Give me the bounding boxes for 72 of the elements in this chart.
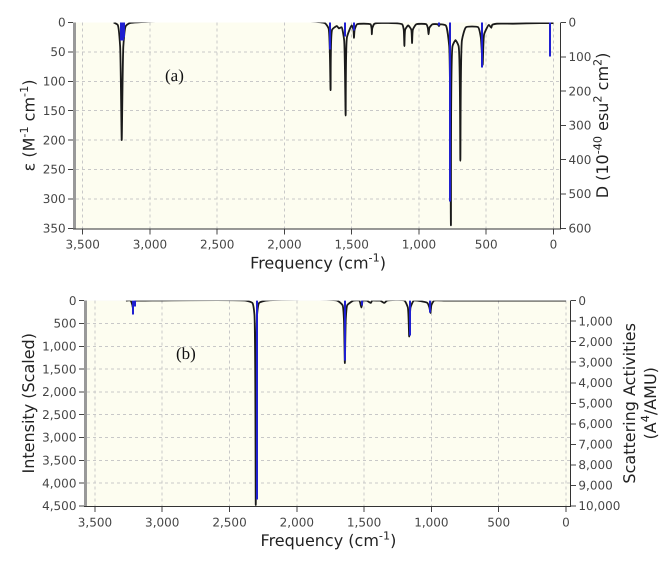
y2-tick-label: 10,000 <box>578 499 620 514</box>
x-tick-label: 1,000 <box>414 515 449 530</box>
bar <box>549 22 551 57</box>
y-tick-label: 0 <box>58 16 66 30</box>
bar <box>428 300 431 313</box>
bar <box>344 22 346 37</box>
x-tick-label: 2,000 <box>280 515 314 530</box>
bar <box>344 300 346 361</box>
x-tick-label: 500 <box>474 238 498 252</box>
y2-tick-label: 3,000 <box>578 355 613 370</box>
y2-tick-label: 8,000 <box>578 458 613 472</box>
y2-tick-label: 9,000 <box>578 478 613 493</box>
y-tick-label: 4,000 <box>42 476 76 490</box>
x-tick-label: 0 <box>562 515 570 530</box>
bar <box>256 300 258 500</box>
y2-tick-label: 4,000 <box>578 376 613 390</box>
bar <box>481 22 483 68</box>
y-tick-label: 150 <box>42 104 66 118</box>
y-tick-label: 2,500 <box>42 408 76 422</box>
y2-tick-label: 6,000 <box>578 417 613 432</box>
x-tick-label: 1,500 <box>334 238 369 252</box>
x-axis-title: Frequency (cm$^{-1}$) <box>250 252 386 272</box>
x-tick-label: 2,000 <box>267 238 302 252</box>
bar <box>408 300 411 336</box>
y-tick-label: 350 <box>42 222 66 236</box>
x-tick-label: 1,000 <box>402 238 436 252</box>
y2-tick-label: 1,000 <box>578 314 613 328</box>
x-tick-label: 500 <box>487 515 510 530</box>
bar <box>360 300 363 306</box>
line-series <box>125 300 567 506</box>
y-tick-label: 4,500 <box>42 499 76 514</box>
y-tick-label: 300 <box>42 192 66 206</box>
x-axis-title: Frequency (cm$^{-1}$) <box>260 529 396 550</box>
y2-tick-label: 100 <box>568 50 592 64</box>
y-axis-title: Intensity (Scaled) <box>19 333 38 474</box>
y-tick-label: 50 <box>50 45 66 60</box>
x-tick-label: 3,000 <box>132 238 168 252</box>
y-tick-label: 3,500 <box>42 454 76 468</box>
x-tick-label: 2,500 <box>200 238 234 252</box>
y-tick-label: 200 <box>42 133 66 148</box>
annotation: (b) <box>176 344 196 363</box>
bar <box>132 300 134 315</box>
y-tick-label: 0 <box>68 294 76 308</box>
line-series <box>112 22 554 226</box>
y2-tick-label: 7,000 <box>578 438 613 452</box>
y2-tick-label: 500 <box>568 187 592 202</box>
y2-tick-label: 200 <box>568 84 592 98</box>
y2-tick-label: 5,000 <box>578 396 613 410</box>
x-tick-label: 0 <box>550 238 558 252</box>
y2-tick-label: 0 <box>578 294 586 308</box>
y-tick-label: 2,000 <box>42 385 76 400</box>
bar <box>353 22 355 31</box>
y-tick-label: 500 <box>54 316 76 331</box>
y-tick-label: 1,000 <box>42 339 76 354</box>
y2-tick-label: 400 <box>568 152 592 167</box>
x-tick-label: 2,500 <box>212 515 247 530</box>
y2-tick-label: 300 <box>568 118 592 133</box>
y2-tick-label: 600 <box>568 222 592 236</box>
x-tick-label: 3,500 <box>78 515 112 530</box>
x-tick-label: 3,000 <box>145 515 180 530</box>
x-tick-label: 1,500 <box>346 515 382 530</box>
y-tick-label: 100 <box>42 74 66 89</box>
bar <box>438 22 440 26</box>
bar <box>123 22 125 38</box>
annotation: (a) <box>165 66 184 85</box>
y2-tick-label: 0 <box>568 16 576 30</box>
y-tick-label: 3,000 <box>42 430 76 445</box>
y-tick-label: 1,500 <box>42 362 76 376</box>
y2-tick-label: 2,000 <box>578 334 613 349</box>
bar <box>329 22 331 50</box>
y-tick-label: 250 <box>42 162 66 177</box>
bar <box>449 22 451 202</box>
